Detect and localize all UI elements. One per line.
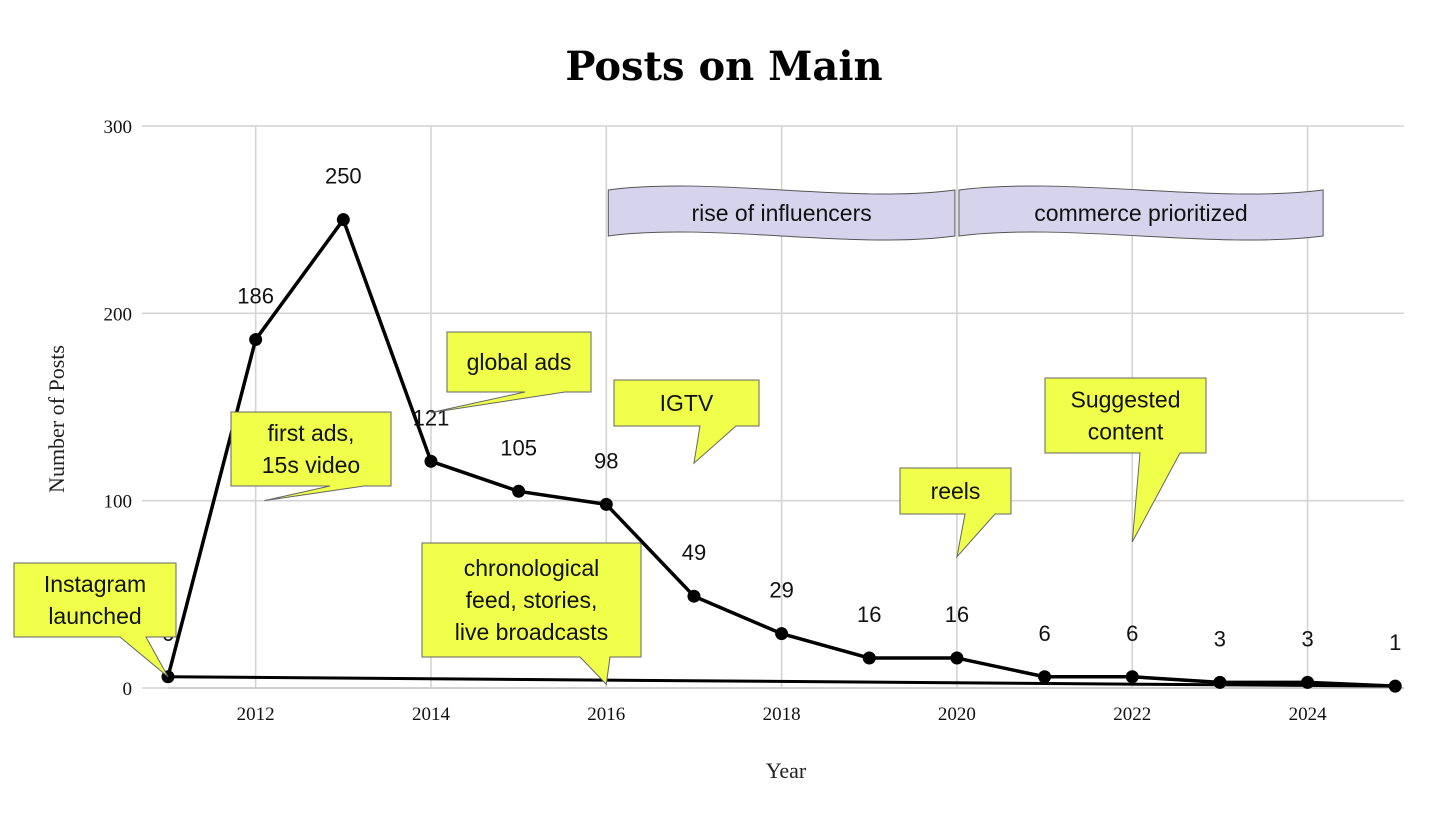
data-label: 6 (1126, 621, 1138, 646)
x-tick-label: 2024 (1289, 704, 1328, 725)
y-tick-label: 200 (104, 304, 133, 325)
callout-text: first ads, (268, 420, 355, 446)
data-label: 98 (594, 448, 618, 473)
x-tick-label: 2016 (587, 704, 625, 725)
data-label: 250 (325, 164, 362, 189)
data-point (950, 651, 964, 665)
data-label: 105 (500, 435, 537, 460)
annotation-callout: chronological feed, stories, live broadcas… (421, 542, 642, 686)
callout-shape (230, 411, 392, 502)
data-label: 16 (857, 602, 881, 627)
callout-text: live broadcasts (455, 619, 608, 645)
callout-text: content (1088, 419, 1164, 445)
annotation-callout: Suggested content (1044, 377, 1207, 543)
annotation-callout: IGTV (613, 379, 760, 465)
callout-text: global ads (467, 349, 572, 375)
callout-text: chronological (464, 555, 600, 581)
x-tick-label: 2012 (237, 704, 275, 725)
callout-shape (13, 562, 177, 678)
callout-text: Instagram (44, 571, 146, 597)
banner-shape (958, 185, 1324, 241)
callout-text: feed, stories, (466, 587, 598, 613)
data-point (862, 651, 876, 665)
callout-shape (1044, 377, 1207, 543)
trend-line-group (167, 675, 1396, 688)
data-point (336, 213, 350, 227)
data-label: 6 (1038, 621, 1050, 646)
banner-label: commerce prioritized (1034, 200, 1247, 226)
y-axis-label: Number of Posts (44, 345, 69, 493)
x-tick-labels: 2012 2014 2016 2018 2020 2022 2024 (237, 704, 1327, 725)
period-banners: rise of influencers commerce prioritized (607, 185, 1324, 241)
callout-text: IGTV (660, 390, 714, 416)
annotation-callout: first ads, 15s video (230, 411, 392, 502)
data-point (1388, 679, 1402, 693)
x-tick-label: 2022 (1113, 704, 1151, 725)
callout-text: 15s video (262, 452, 360, 478)
annotation-callout: Instagram launched (13, 562, 177, 678)
data-point (1038, 670, 1052, 684)
annotation-callout: global ads (430, 331, 592, 414)
trend-line (167, 675, 1396, 688)
data-point (775, 627, 789, 641)
x-tick-label: 2020 (938, 704, 976, 725)
data-point (512, 484, 526, 498)
callout-shape (899, 467, 1012, 559)
y-tick-label: 100 (104, 492, 133, 513)
data-label: 49 (682, 540, 706, 565)
y-tick-label: 0 (123, 679, 133, 700)
data-label: 121 (413, 405, 450, 430)
x-tick-label: 2014 (412, 704, 451, 725)
data-label: 29 (769, 578, 793, 603)
callout-text: Suggested (1071, 387, 1181, 413)
annotation-callout: reels (899, 467, 1012, 559)
data-point (1125, 670, 1139, 684)
x-tick-label: 2018 (763, 704, 801, 725)
callout-text: reels (931, 478, 981, 504)
data-label: 3 (1214, 626, 1226, 651)
data-point (1301, 675, 1315, 689)
data-point (1213, 675, 1227, 689)
banner-shape (607, 185, 956, 241)
callout-shape (430, 331, 592, 414)
data-point (687, 589, 701, 603)
data-point (424, 454, 438, 468)
data-label: 3 (1301, 626, 1313, 651)
callout-text: launched (48, 603, 141, 629)
chart-title: Posts on Main (565, 43, 882, 90)
data-point (249, 333, 263, 347)
data-label: 1 (1389, 630, 1401, 655)
annotations: Instagram launched first ads, 15s video glob… (13, 331, 1207, 686)
data-label: 16 (945, 602, 969, 627)
x-axis-label: Year (766, 758, 807, 783)
data-point (599, 497, 613, 511)
data-label: 186 (237, 284, 274, 309)
y-tick-labels: 0 100 200 300 (104, 117, 133, 700)
callout-shape (421, 542, 642, 686)
y-tick-label: 300 (104, 117, 133, 138)
banner-label: rise of influencers (691, 200, 871, 226)
series-group (161, 213, 1402, 693)
callout-shape (613, 379, 760, 465)
